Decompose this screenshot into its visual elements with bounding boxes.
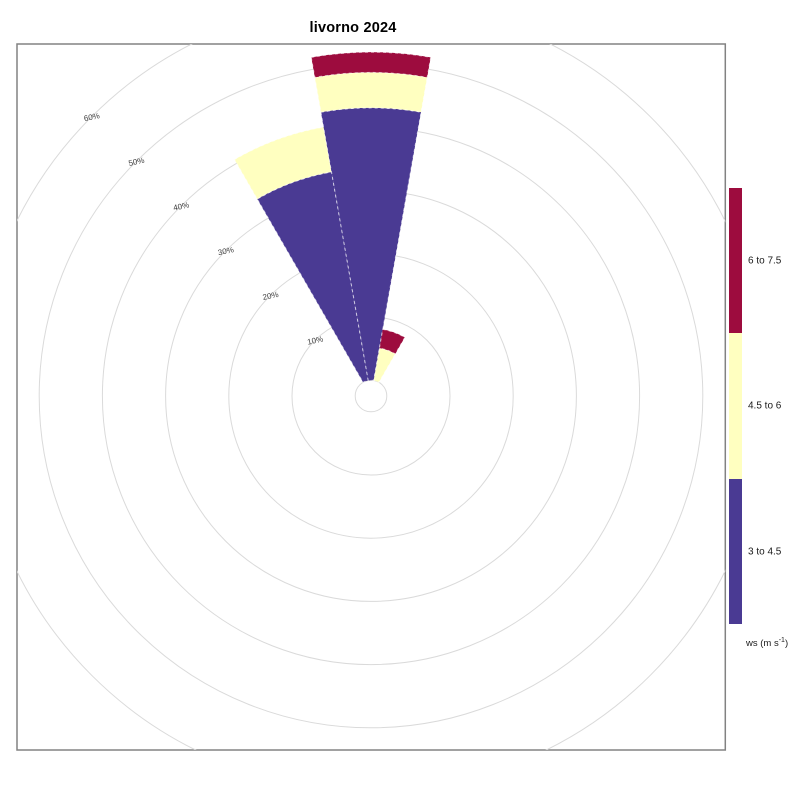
radial-tick-label-50pct: 50% bbox=[128, 156, 146, 168]
legend-title-close: ) bbox=[784, 638, 789, 650]
legend-title-text: ws (m s bbox=[746, 638, 779, 650]
legend-swatch-4.5to6 bbox=[729, 333, 742, 479]
wedge-segment-20deg-4.5to6 bbox=[373, 347, 397, 383]
radial-tick-label-40pct: 40% bbox=[172, 200, 190, 212]
radial-tick-label-20pct: 20% bbox=[262, 290, 280, 302]
legend-title: ws (m s-1) bbox=[746, 637, 788, 649]
legend-swatch-6to7.5 bbox=[729, 188, 742, 334]
legend-entry-label-6to7.5: 6 to 7.5 bbox=[748, 255, 782, 267]
legend-entry-label-3to4.5: 3 to 4.5 bbox=[748, 546, 782, 557]
radial-tick-label-60pct: 60% bbox=[83, 111, 101, 123]
legend-colorbar bbox=[729, 188, 742, 625]
legend-swatch-3to4.5 bbox=[729, 478, 742, 625]
wedge-segment-20deg-6to7.5 bbox=[378, 328, 406, 355]
radial-tick-label-30pct: 30% bbox=[217, 245, 235, 257]
wedge-segment-0deg-4.5to6 bbox=[314, 71, 428, 113]
chart-title: livorno 2024 bbox=[309, 20, 397, 36]
legend: 6 to 7.5 4.5 to 6 3 to 4.5 bbox=[729, 188, 799, 658]
legend-entry-label-4.5to6: 4.5 to 6 bbox=[748, 400, 782, 412]
legend-title-superscript: -1 bbox=[778, 637, 785, 644]
radial-tick-label-10pct: 10% bbox=[306, 335, 324, 347]
calm-hole-circle bbox=[354, 379, 388, 413]
wedge-segment-0deg-6to7.5 bbox=[310, 51, 432, 78]
